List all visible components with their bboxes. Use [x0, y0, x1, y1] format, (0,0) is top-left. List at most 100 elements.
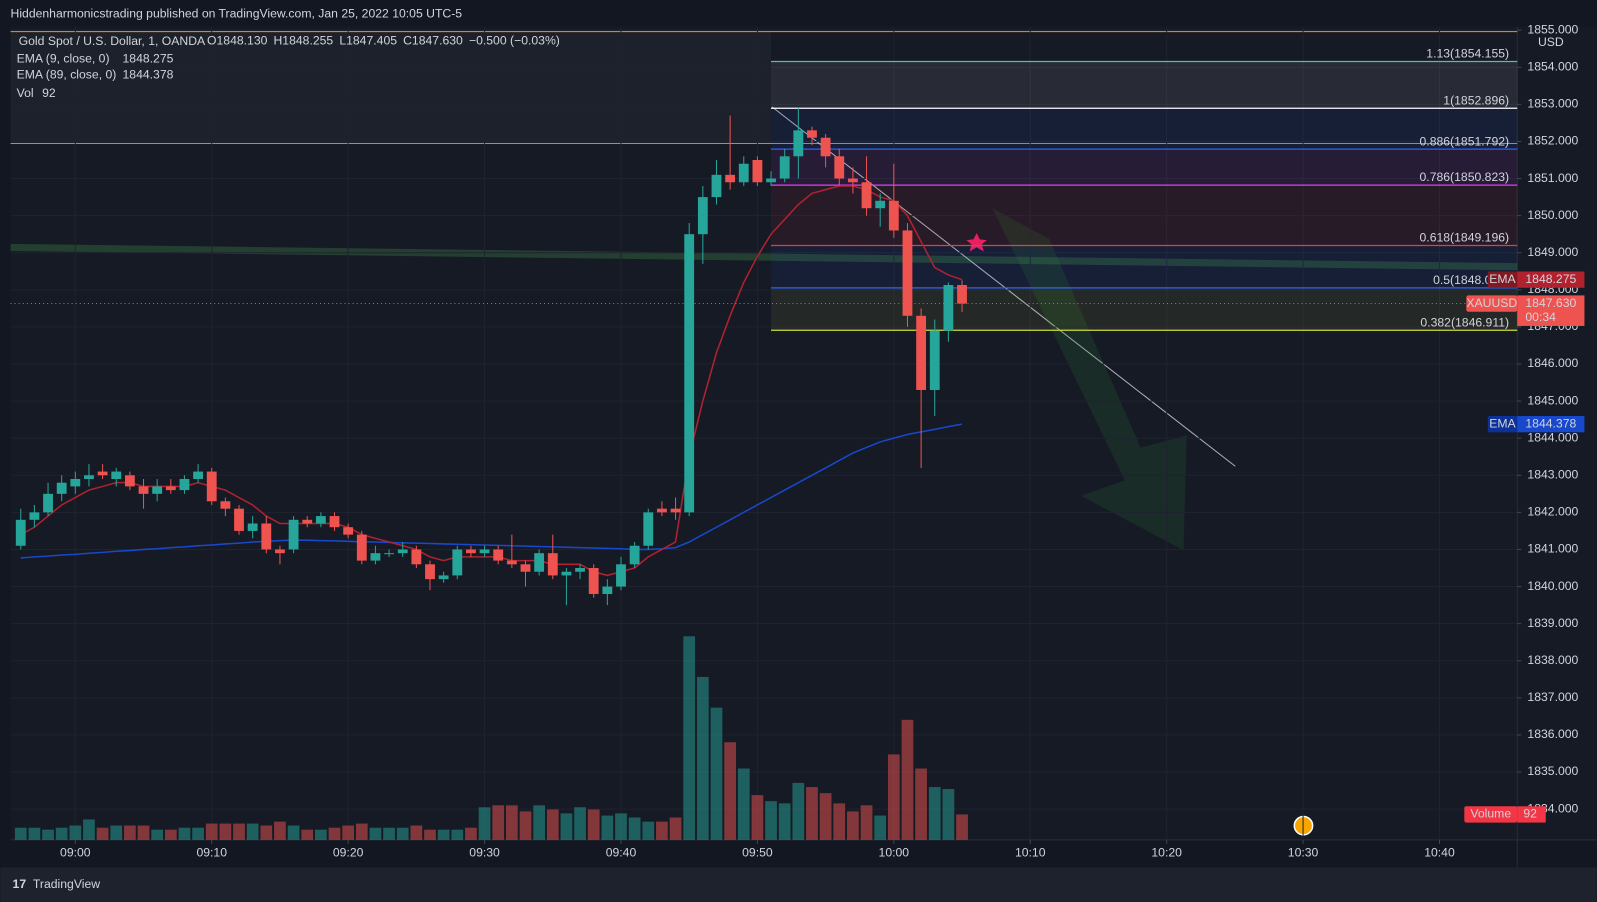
candle-body — [288, 519, 299, 550]
x-tick-label: 10:00 — [879, 845, 910, 859]
volume-bar — [642, 821, 655, 840]
candle-body — [752, 160, 763, 183]
volume-bar — [696, 676, 709, 840]
x-tick-label: 10:40 — [1424, 845, 1455, 859]
y-tick-label: 1853.000 — [1527, 97, 1578, 111]
volume-bar — [205, 823, 218, 840]
fib-label: 0.886(1851.792) — [1420, 134, 1510, 148]
volume-bar — [860, 805, 873, 840]
badge-value: 1844.378 — [1525, 416, 1576, 430]
volume-bar — [14, 827, 27, 840]
volume-bar — [819, 793, 832, 840]
legend-ohlc-item: H1848.255 — [274, 34, 334, 48]
y-tick-label: 1846.000 — [1527, 356, 1578, 370]
candle-body — [657, 508, 667, 513]
volume-bar — [96, 827, 109, 840]
volume-bar — [942, 788, 955, 840]
ema-line — [20, 423, 963, 559]
candle-body — [766, 178, 776, 183]
badge-label: Volume — [1470, 807, 1511, 821]
y-tick-label: 1855.000 — [1527, 22, 1578, 36]
candle-body — [425, 564, 435, 580]
volume-bar — [55, 827, 68, 840]
badge-label: XAUUSD — [1466, 296, 1517, 310]
candle-body — [725, 174, 736, 183]
candle-body — [847, 178, 858, 183]
y-tick-label: 1836.000 — [1527, 727, 1578, 741]
candle-body — [179, 478, 190, 491]
volume-bar — [737, 768, 750, 840]
candle-body — [929, 330, 940, 390]
candle-body — [916, 315, 927, 390]
candle-body — [943, 285, 954, 331]
volume-bar — [342, 825, 355, 840]
candle-body — [138, 486, 149, 494]
fib-zone — [771, 245, 1518, 288]
volume-bar — [69, 825, 82, 840]
candle-body — [807, 130, 817, 138]
volume-bar — [437, 829, 450, 840]
candle-body — [438, 575, 449, 580]
y-tick-label: 1842.000 — [1527, 505, 1578, 519]
x-tick-label: 10:30 — [1288, 845, 1319, 859]
volume-bar — [233, 823, 245, 840]
candle-body — [902, 230, 913, 316]
candle-body — [506, 560, 517, 565]
volume-bar — [847, 811, 859, 840]
volume-bar — [560, 813, 573, 840]
volume-bar — [355, 823, 368, 840]
candle-body — [206, 471, 217, 502]
volume-bar — [192, 827, 204, 840]
badge-label-bg — [1487, 271, 1518, 288]
x-tick-label: 09:10 — [196, 845, 227, 859]
volume-bar — [246, 823, 259, 840]
candle-body — [261, 523, 272, 550]
volume-bar — [615, 813, 627, 840]
candle-body — [738, 163, 749, 183]
volume-bar — [806, 787, 818, 840]
volume-bar — [505, 805, 518, 840]
volume-bar — [465, 827, 477, 840]
fib-zone — [771, 185, 1518, 246]
candle-body — [329, 516, 340, 528]
badge-value-bg — [1517, 295, 1585, 326]
candle-body — [397, 549, 408, 554]
candle-body — [220, 501, 231, 509]
candle-body — [493, 549, 504, 561]
volume-bar — [287, 825, 300, 840]
volume-bar — [137, 825, 150, 840]
candle-body — [56, 482, 67, 494]
volume-bar — [164, 829, 177, 840]
badge-label: EMA — [1489, 272, 1516, 286]
badge-value: 92 — [1523, 807, 1537, 821]
y-tick-label: 1852.000 — [1527, 134, 1578, 148]
badge-value-bg — [1517, 806, 1546, 823]
candle-body — [247, 523, 258, 531]
candle-body — [29, 512, 40, 520]
candle-body — [616, 564, 626, 587]
candle-body — [356, 534, 367, 561]
fib-zone — [771, 61, 1518, 109]
volume-bar — [28, 827, 41, 840]
volume-bar — [396, 827, 409, 840]
volume-bar — [546, 809, 559, 840]
volume-bar — [587, 809, 600, 840]
volume-bar — [833, 803, 846, 840]
legend-ohlc-item: L1847.405 — [339, 34, 397, 48]
fib-label: 0.786(1850.823) — [1420, 170, 1510, 184]
volume-bar — [151, 829, 164, 840]
fib-zone — [771, 287, 1518, 331]
volume-bar — [492, 805, 505, 840]
volume-bar — [901, 719, 914, 840]
volume-bar — [778, 803, 791, 840]
volume-bar — [301, 829, 314, 840]
currency: USD — [1538, 35, 1564, 49]
volume-bar — [765, 801, 777, 840]
candle-body — [588, 568, 599, 594]
candle-body — [411, 549, 422, 565]
candle-body — [343, 527, 354, 535]
volume-bar — [628, 817, 641, 840]
candle-body — [670, 508, 681, 513]
